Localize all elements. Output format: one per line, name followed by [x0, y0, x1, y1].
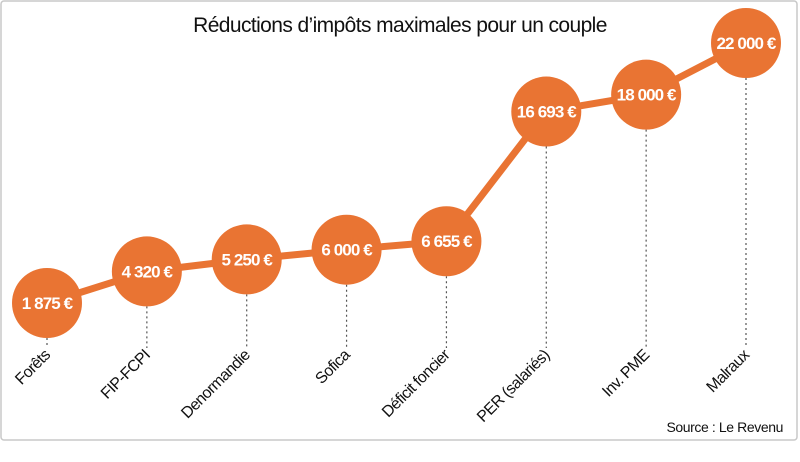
data-point [311, 214, 382, 285]
data-point [12, 268, 82, 338]
data-point [711, 8, 781, 78]
data-point [511, 76, 582, 147]
chart-source: Source : Le Revenu [666, 419, 783, 435]
data-label: 4 320 € [122, 262, 174, 281]
category-label: Malraux [704, 346, 754, 396]
chart-frame [0, 0, 798, 441]
data-label: 6 655 € [421, 232, 473, 251]
data-point [211, 224, 282, 295]
category-label: Denormandie [178, 346, 254, 422]
category-label: Sofica [312, 346, 353, 387]
data-label: 22 000 € [717, 34, 777, 53]
category-label: PER (salariés) [474, 347, 553, 426]
category-label: FIP-FCPI [98, 347, 154, 403]
data-label: 5 250 € [222, 250, 274, 269]
data-point [611, 59, 682, 130]
data-point [411, 206, 482, 277]
data-label: 18 000 € [617, 86, 677, 105]
category-label: Forêts [12, 346, 54, 388]
category-label: Déficit foncier [379, 346, 454, 421]
data-label: 16 693 € [517, 103, 577, 122]
data-point [111, 236, 182, 307]
chart-title: Réductions d’impôts maximales pour un co… [193, 14, 607, 37]
data-label: 1 875 € [22, 294, 74, 313]
data-label: 6 000 € [321, 241, 373, 260]
category-label: Inv. PME [599, 347, 653, 401]
